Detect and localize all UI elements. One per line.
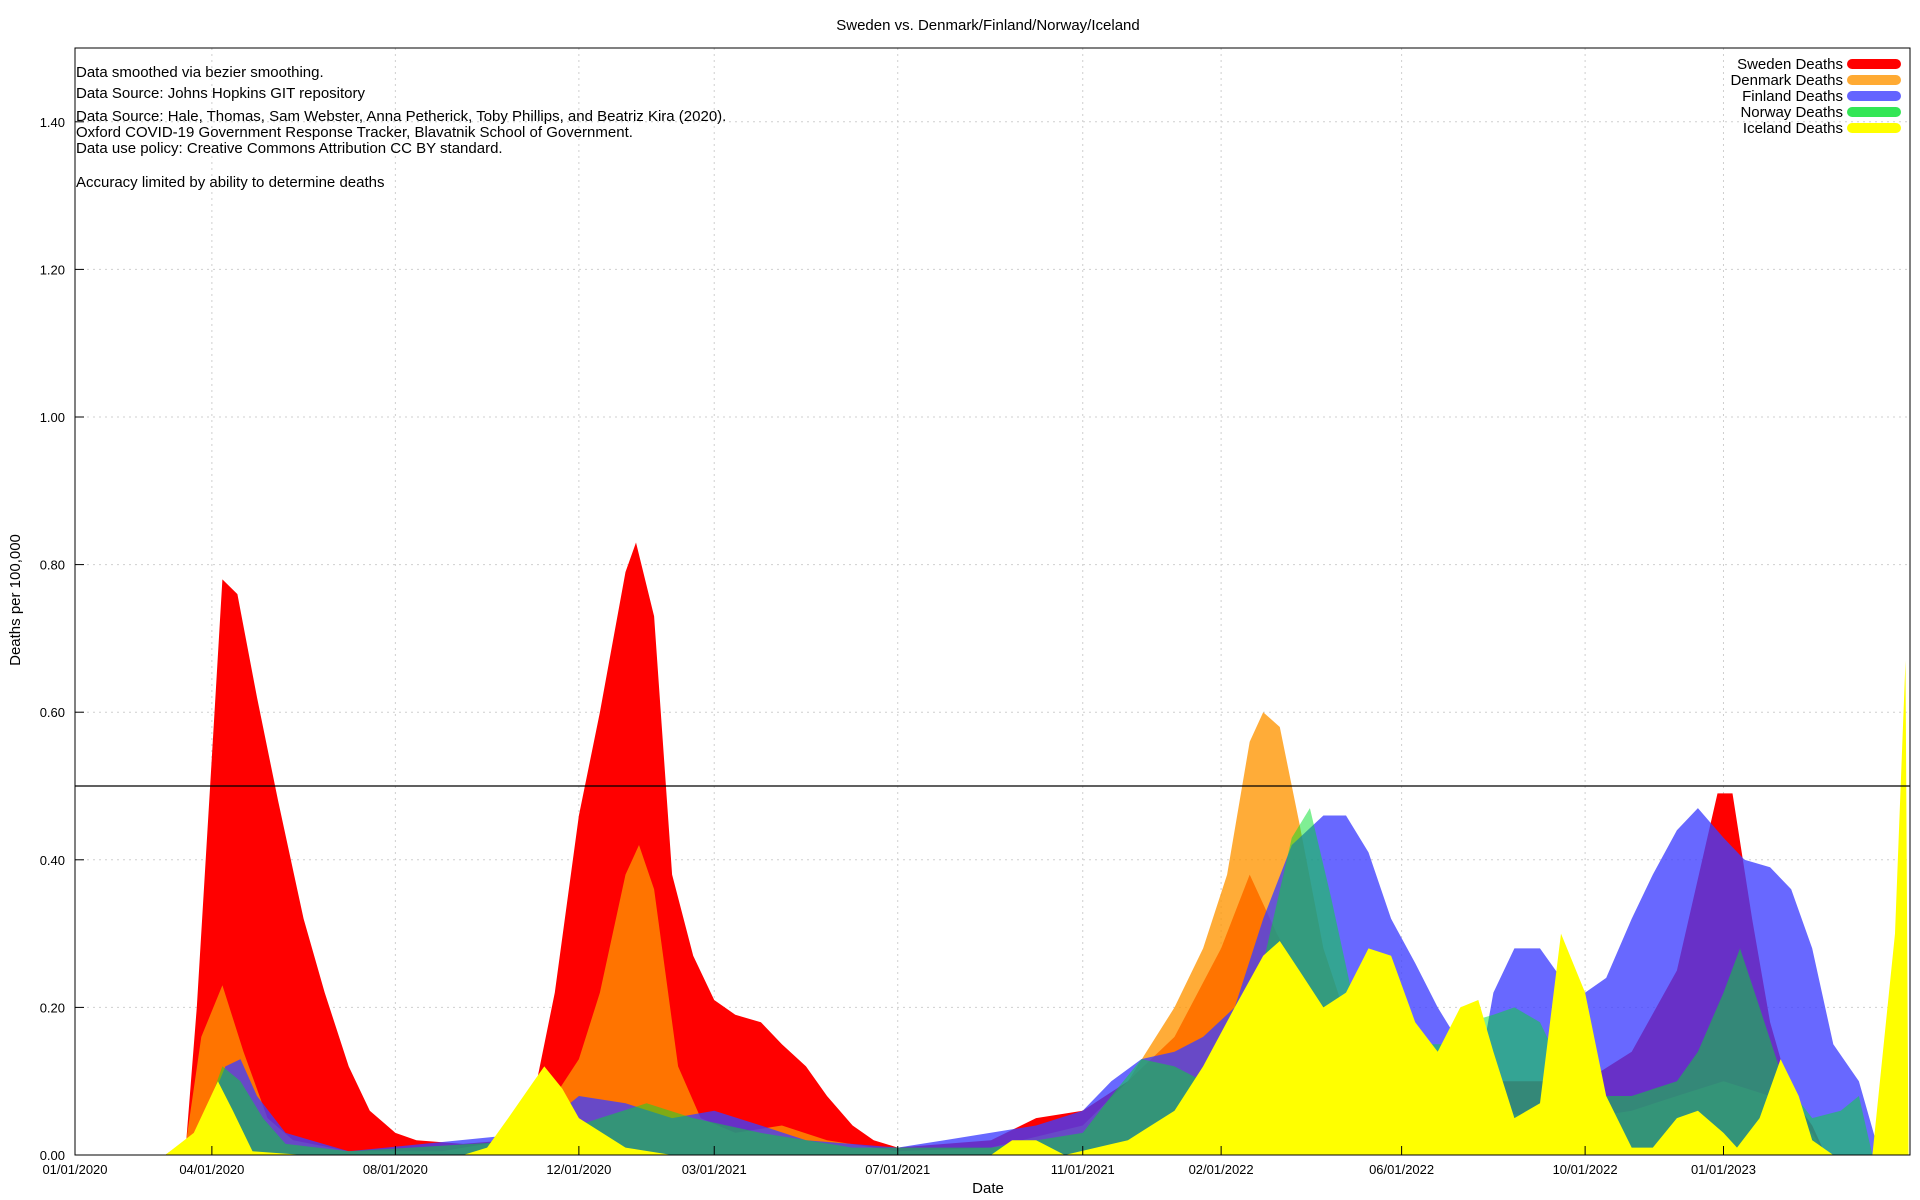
- x-ticks: 01/01/2020 04/01/2020 08/01/2020 12/01/2020…: [42, 1146, 1756, 1177]
- legend-label: Finland Deaths: [1742, 88, 1843, 105]
- x-tick-label: 03/01/2021: [682, 1162, 747, 1177]
- area-series-iceland-deaths: [165, 660, 1909, 1155]
- area-series-sweden-deaths: [165, 542, 1826, 1155]
- annotation-line: Data Source: Hale, Thomas, Sam Webster, …: [76, 108, 726, 125]
- annotation-line: Data smoothed via bezier smoothing.: [76, 64, 324, 81]
- x-tick-label: 10/01/2022: [1553, 1162, 1618, 1177]
- y-tick-label: 0.20: [40, 1000, 65, 1015]
- annotation-line: Oxford COVID-19 Government Response Trac…: [76, 124, 633, 141]
- legend-label: Denmark Deaths: [1730, 72, 1843, 89]
- annotation-line: Accuracy limited by ability to determine…: [76, 174, 384, 191]
- plot-areas: [165, 542, 1909, 1155]
- x-tick-label: 02/01/2022: [1189, 1162, 1254, 1177]
- x-axis-label: Date: [972, 1180, 1004, 1197]
- x-tick-label: 04/01/2020: [179, 1162, 244, 1177]
- legend-label: Norway Deaths: [1740, 104, 1843, 121]
- y-tick-label: 0.80: [40, 558, 65, 573]
- y-tick-label: 0.40: [40, 853, 65, 868]
- y-tick-label: 0.00: [40, 1148, 65, 1163]
- y-tick-label: 0.60: [40, 705, 65, 720]
- y-ticks: 0.00 0.20 0.40 0.60 0.80 1.00 1.20 1.40: [40, 115, 84, 1163]
- chart-title: Sweden vs. Denmark/Finland/Norway/Icelan…: [836, 17, 1139, 34]
- x-tick-label: 11/01/2021: [1051, 1162, 1115, 1177]
- annotation-line: Data Source: Johns Hopkins GIT repositor…: [76, 85, 366, 102]
- x-tick-label: 07/01/2021: [865, 1162, 930, 1177]
- y-tick-label: 1.00: [40, 410, 65, 425]
- y-tick-label: 1.20: [40, 262, 65, 277]
- x-tick-label: 06/01/2022: [1369, 1162, 1434, 1177]
- plot-frame: [74, 47, 1911, 1156]
- grid: [75, 48, 1910, 1155]
- x-tick-label: 01/01/2020: [42, 1162, 107, 1177]
- x-tick-label: 08/01/2020: [363, 1162, 428, 1177]
- legend-label: Sweden Deaths: [1737, 56, 1843, 73]
- annotations: Data smoothed via bezier smoothing. Data …: [76, 64, 726, 191]
- y-tick-label: 1.40: [40, 115, 65, 130]
- y-axis-label: Deaths per 100,000: [7, 534, 24, 666]
- x-tick-label: 01/01/2023: [1691, 1162, 1756, 1177]
- x-tick-label: 12/01/2020: [546, 1162, 611, 1177]
- legend-label: Iceland Deaths: [1743, 120, 1843, 137]
- annotation-line: Data use policy: Creative Commons Attrib…: [76, 140, 503, 157]
